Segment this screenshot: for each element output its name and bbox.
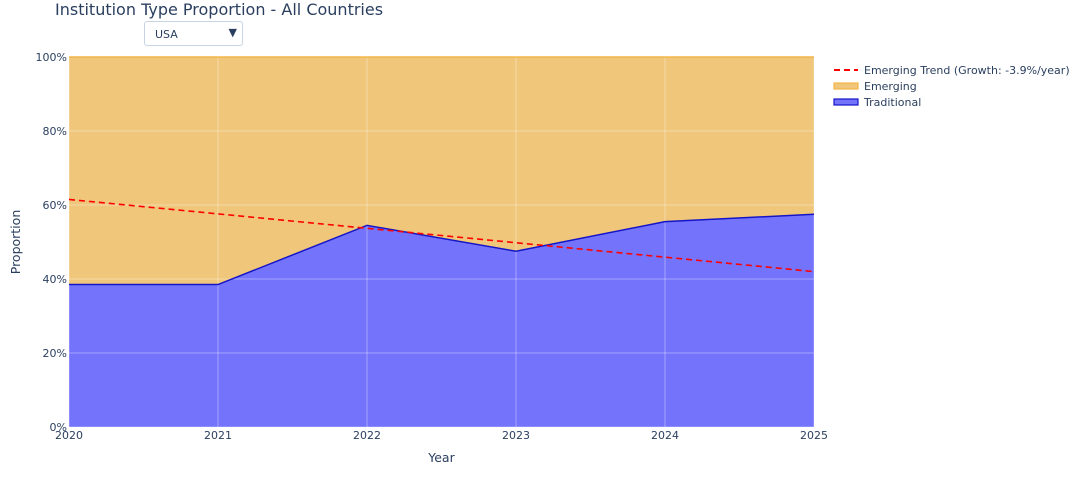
legend-label: Emerging Trend (Growth: -3.9%/year) xyxy=(864,64,1070,77)
dropdown-selected-value: USA xyxy=(155,28,178,41)
x-tick-label: 2025 xyxy=(800,429,828,442)
line-series xyxy=(68,56,815,286)
x-axis-ticks: 2020 2021 2022 2023 2024 2025 xyxy=(55,429,828,442)
gridlines xyxy=(68,56,815,428)
country-dropdown[interactable]: USA ▼ xyxy=(144,21,243,46)
chart-title: Institution Type Proportion - All Countr… xyxy=(55,0,384,19)
y-tick-label: 80% xyxy=(43,125,67,138)
line-emerging-trend xyxy=(68,198,815,273)
triangle-down-icon: ▼ xyxy=(228,26,237,39)
legend-item[interactable]: Emerging xyxy=(833,80,917,93)
y-tick-label: 60% xyxy=(43,199,67,212)
legend-label: Traditional xyxy=(863,96,921,109)
legend-swatch xyxy=(833,98,859,106)
y-tick-label: 40% xyxy=(43,273,67,286)
legend-item[interactable]: Emerging Trend (Growth: -3.9%/year) xyxy=(834,64,1070,77)
line-traditional xyxy=(69,213,815,286)
y-axis-ticks: 0% 20% 40% 60% 80% 100% xyxy=(36,51,67,434)
x-axis-title: Year xyxy=(427,450,455,465)
y-tick-label: 100% xyxy=(36,51,67,64)
y-axis-title: Proportion xyxy=(8,210,23,275)
x-tick-label: 2021 xyxy=(204,429,232,442)
x-tick-label: 2020 xyxy=(55,429,83,442)
legend-label: Emerging xyxy=(864,80,917,93)
area-emerging xyxy=(69,57,814,285)
y-tick-label: 0% xyxy=(50,421,67,434)
x-tick-label: 2022 xyxy=(353,429,381,442)
y-tick-label: 20% xyxy=(43,347,67,360)
area-traditional xyxy=(69,214,814,427)
x-tick-label: 2024 xyxy=(651,429,679,442)
legend-swatch xyxy=(833,82,859,90)
area-series xyxy=(69,57,814,427)
legend-item[interactable]: Traditional xyxy=(833,96,921,109)
legend[interactable]: Emerging Trend (Growth: -3.9%/year) Emerg… xyxy=(833,64,1070,109)
x-tick-label: 2023 xyxy=(502,429,530,442)
